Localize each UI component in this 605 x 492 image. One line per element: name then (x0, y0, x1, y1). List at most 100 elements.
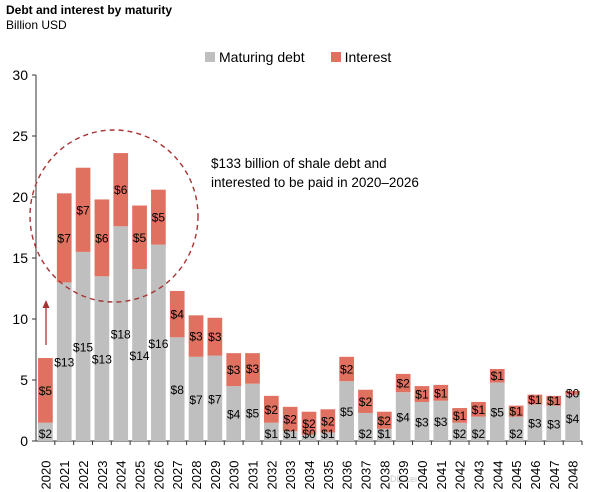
bar-interest-2032 (264, 395, 279, 423)
bar-interest-2033 (282, 406, 298, 432)
bar-debt-2028 (188, 356, 204, 441)
bar-label-debt-2047: $3 (547, 417, 561, 431)
legend-label-interest: Interest (344, 49, 392, 65)
bar-label-debt-2025: $14 (130, 349, 150, 363)
bar-label-debt-2042: $2 (453, 427, 467, 441)
x-tick-label-2024: 2024 (114, 461, 129, 490)
x-tick-label-2043: 2043 (471, 461, 486, 490)
bar-label-interest-2023: $6 (95, 231, 109, 245)
bar-label-debt-2035: $1 (321, 427, 335, 441)
x-tick-label-2038: 2038 (377, 461, 392, 490)
bar-label-debt-2037: $2 (359, 427, 373, 441)
bar-debt-2033 (282, 431, 298, 441)
bar-debt-2025 (132, 268, 147, 441)
y-tick-label: 25 (12, 128, 28, 144)
x-tick-label-2032: 2032 (264, 461, 279, 490)
x-tick-label-2040: 2040 (415, 461, 430, 490)
bar-label-interest-2042: $1 (453, 409, 467, 423)
bar-debt-2044 (489, 382, 505, 441)
bar-label-interest-2029: $3 (208, 330, 222, 344)
bar-debt-2040 (414, 401, 430, 441)
x-tick-label-2035: 2035 (321, 461, 336, 490)
annotation-text: $133 billion of shale debt and intereste… (211, 154, 431, 192)
bar-interest-2031 (245, 353, 260, 384)
chart-subtitle: Billion USD (6, 18, 67, 32)
bar-interest-2030 (226, 353, 242, 387)
arrow-head (42, 300, 50, 308)
bar-label-debt-2040: $3 (415, 415, 429, 429)
bar-label-interest-2035: $2 (321, 414, 335, 428)
bar-label-debt-2023: $13 (92, 353, 112, 367)
x-tick-label-2033: 2033 (283, 461, 298, 490)
bar-label-interest-2021: $7 (58, 231, 72, 245)
bar-interest-2027 (169, 290, 185, 338)
x-tick-label-2045: 2045 (509, 461, 524, 490)
bar-label-interest-2037: $2 (359, 395, 373, 409)
bar-label-interest-2034: $2 (302, 417, 316, 431)
y-tick-label: 30 (12, 67, 28, 83)
bar-debt-2031 (245, 383, 260, 441)
bar-label-debt-2044: $5 (491, 406, 505, 420)
bar-label-interest-2045: $1 (509, 405, 523, 419)
y-tick-label: 5 (20, 372, 28, 388)
bar-label-debt-2029: $7 (208, 392, 222, 406)
bar-debt-2038 (376, 428, 392, 441)
bar-label-debt-2041: $3 (434, 415, 448, 429)
bar-label-debt-2045: $2 (509, 427, 523, 441)
x-tick-label-2028: 2028 (189, 461, 204, 490)
bar-interest-2021 (56, 193, 72, 283)
annotation-line-2: interested to be paid in 2020–2026 (211, 175, 419, 190)
bar-label-interest-2033: $2 (283, 413, 297, 427)
bar-label-debt-2036: $5 (340, 405, 354, 419)
x-tick-label-2021: 2021 (57, 461, 72, 490)
bar-label-interest-2028: $3 (189, 330, 203, 344)
bar-label-interest-2030: $3 (227, 363, 241, 377)
bar-interest-2022 (75, 167, 91, 252)
bar-label-debt-2028: $7 (189, 393, 203, 407)
bar-interest-2024 (113, 153, 129, 227)
bar-debt-2034 (301, 434, 317, 441)
bar-label-interest-2048: $0 (566, 386, 580, 400)
x-tick-label-2026: 2026 (151, 461, 166, 490)
y-tick-label: 20 (12, 189, 28, 205)
bar-debt-2020 (38, 422, 53, 441)
bar-label-debt-2031: $5 (246, 406, 260, 420)
highlight-circle (29, 129, 199, 303)
x-tick-label-2046: 2046 (528, 461, 543, 490)
bar-interest-2039 (395, 373, 411, 393)
bar-debt-2047 (546, 405, 562, 441)
bar-interest-2046 (527, 394, 543, 405)
x-tick-label-2022: 2022 (76, 461, 91, 490)
bar-interest-2028 (188, 315, 204, 357)
bar-label-interest-2027: $4 (171, 308, 185, 322)
bar-label-interest-2022: $7 (76, 203, 90, 217)
bar-debt-2030 (226, 386, 242, 441)
bar-label-interest-2040: $1 (415, 388, 429, 402)
bar-label-interest-2032: $2 (265, 403, 279, 417)
bar-label-debt-2026: $16 (148, 337, 168, 351)
x-tick-label-2031: 2031 (246, 461, 261, 490)
bar-interest-2023 (94, 199, 110, 277)
bar-interest-2034 (301, 411, 317, 435)
bar-debt-2026 (151, 244, 166, 441)
bar-interest-2042 (452, 408, 467, 423)
chart-title: Debt and interest by maturity (6, 3, 173, 17)
legend-swatch-interest (330, 52, 341, 62)
bar-debt-2046 (527, 404, 543, 441)
x-tick-label-2048: 2048 (566, 461, 581, 490)
watermark: DB Lei (390, 474, 418, 484)
bar-interest-2037 (358, 389, 373, 413)
y-tick-label: 15 (12, 250, 28, 266)
bar-label-interest-2026: $5 (152, 211, 166, 225)
bar-label-debt-2030: $4 (227, 408, 241, 422)
bar-label-debt-2043: $2 (472, 427, 486, 441)
legend-item-debt: Maturing debt (205, 49, 305, 65)
bar-debt-2042 (452, 422, 467, 441)
bar-interest-2041 (433, 384, 449, 401)
x-tick-label-2044: 2044 (490, 461, 505, 490)
y-tick-label: 0 (20, 433, 28, 449)
bar-label-interest-2043: $1 (472, 403, 486, 417)
bar-debt-2022 (75, 251, 91, 441)
bar-debt-2029 (207, 355, 223, 441)
